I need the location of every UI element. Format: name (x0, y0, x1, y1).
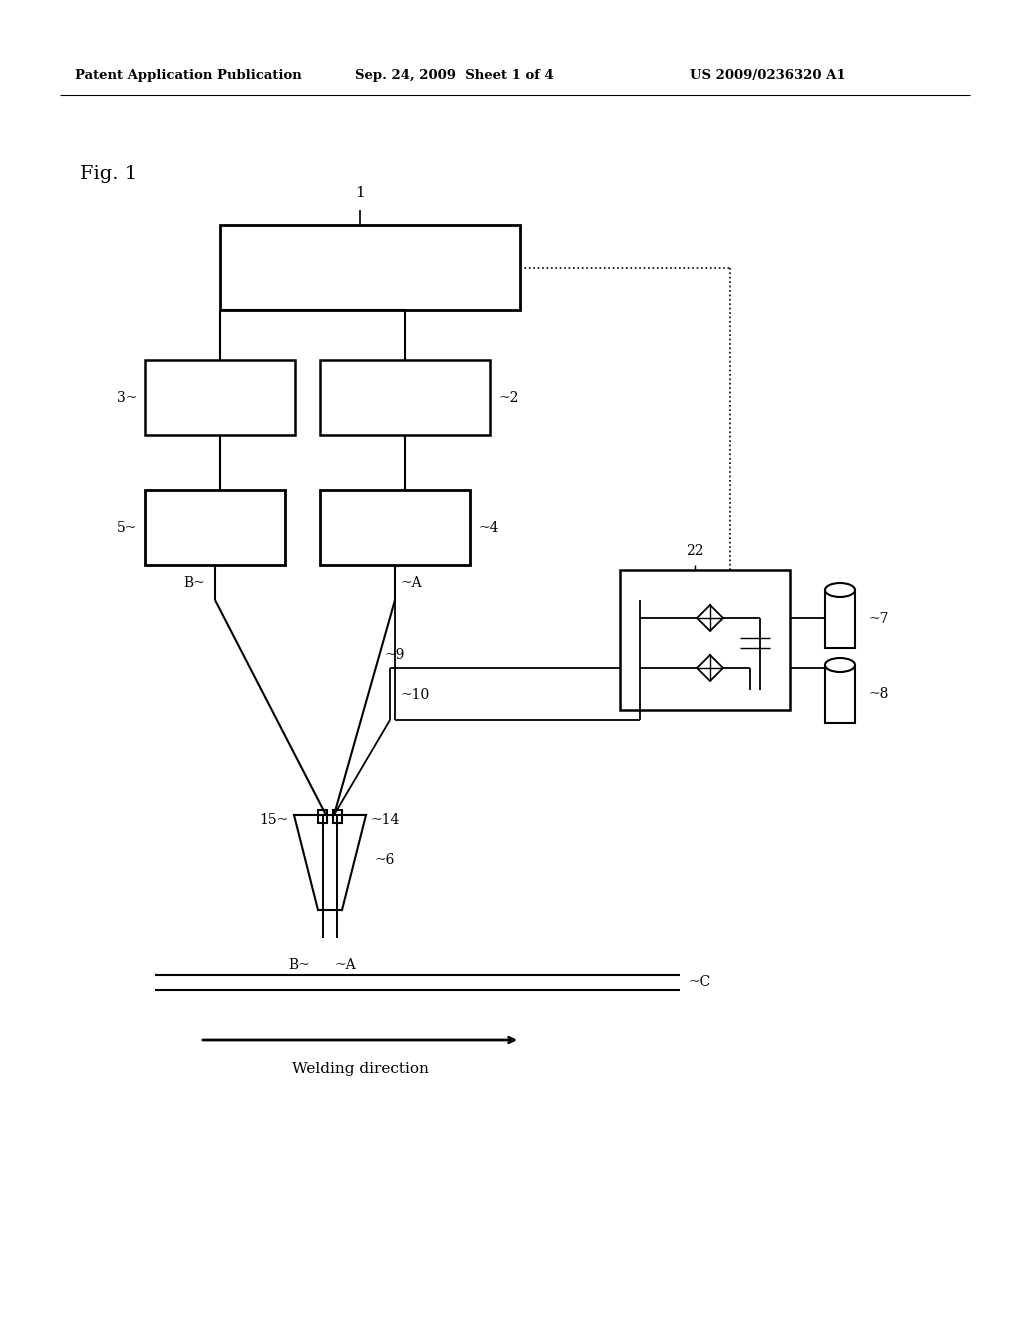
Text: ~A: ~A (400, 576, 422, 590)
Bar (319, 360, 490, 436)
Text: B~: B~ (183, 576, 205, 590)
Text: ~7: ~7 (868, 612, 889, 626)
Text: Patent Application Publication: Patent Application Publication (75, 69, 302, 82)
Text: Welding direction: Welding direction (292, 1063, 428, 1076)
Text: ~C: ~C (688, 975, 711, 990)
Bar (220, 224, 520, 310)
Text: ~8: ~8 (868, 686, 889, 701)
Text: B~: B~ (288, 958, 310, 972)
Text: ~6: ~6 (374, 853, 394, 867)
Bar (318, 810, 327, 822)
Text: ~9: ~9 (385, 648, 406, 663)
Text: ~A: ~A (335, 958, 356, 972)
Ellipse shape (825, 583, 855, 597)
Text: ~14: ~14 (371, 813, 400, 828)
Text: 22: 22 (686, 544, 703, 558)
Text: ~4: ~4 (478, 520, 499, 535)
Text: 5~: 5~ (117, 520, 137, 535)
Bar (319, 490, 470, 565)
Bar (145, 490, 285, 565)
Text: US 2009/0236320 A1: US 2009/0236320 A1 (690, 69, 846, 82)
Bar (825, 590, 855, 648)
Text: Fig. 1: Fig. 1 (80, 165, 137, 183)
Bar (333, 810, 342, 822)
Text: 15~: 15~ (260, 813, 289, 828)
Bar (620, 570, 790, 710)
Ellipse shape (825, 657, 855, 672)
Text: Sep. 24, 2009  Sheet 1 of 4: Sep. 24, 2009 Sheet 1 of 4 (355, 69, 554, 82)
Text: ~2: ~2 (498, 391, 518, 404)
Bar (145, 360, 295, 436)
Text: 3~: 3~ (117, 391, 137, 404)
Text: ~10: ~10 (400, 688, 429, 702)
Bar (825, 665, 855, 723)
Text: 1: 1 (355, 186, 365, 201)
